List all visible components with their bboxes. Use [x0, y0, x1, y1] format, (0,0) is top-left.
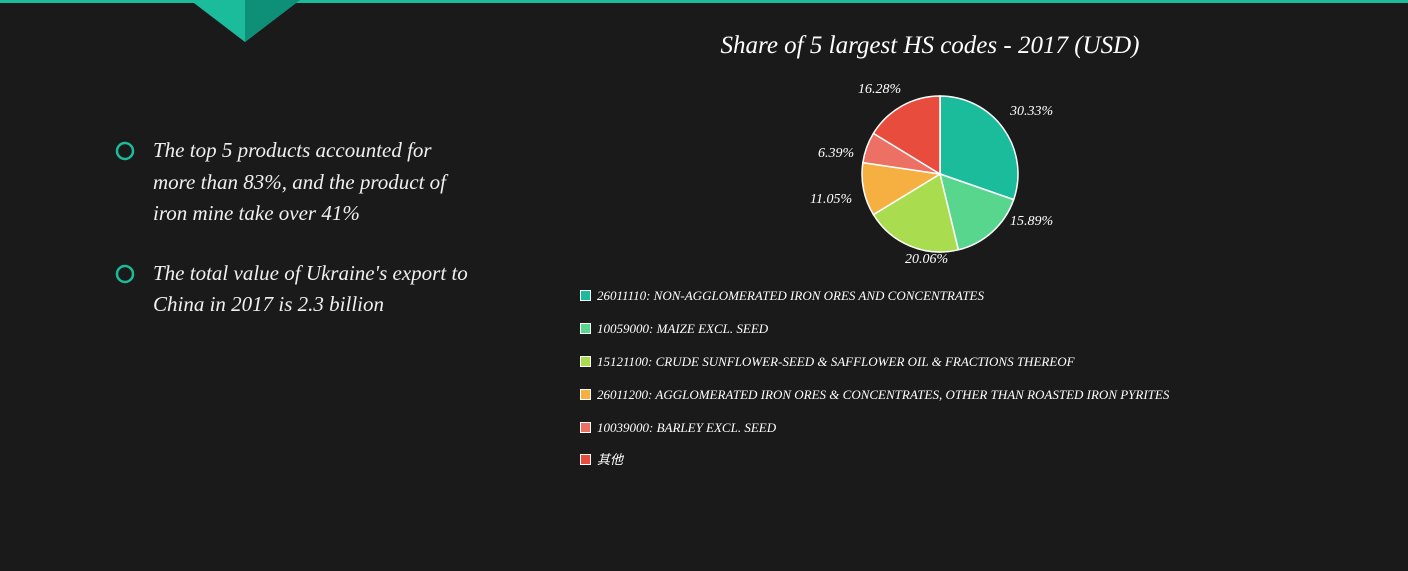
- bullet-marker-icon: [115, 264, 135, 289]
- bullet-list: The top 5 products accounted for more th…: [115, 135, 475, 349]
- pie-slice-label: 16.28%: [858, 82, 901, 98]
- pie-slice-label: 15.89%: [1010, 214, 1053, 230]
- pie-slice-label: 20.06%: [905, 252, 948, 268]
- bullet-text: The top 5 products accounted for more th…: [153, 135, 475, 230]
- legend-label: 15121100: CRUDE SUNFLOWER-SEED & SAFFLOW…: [597, 354, 1320, 371]
- bullet-text: The total value of Ukraine's export to C…: [153, 258, 475, 321]
- legend-item: 15121100: CRUDE SUNFLOWER-SEED & SAFFLOW…: [580, 354, 1320, 371]
- legend-label: 其他: [597, 452, 1320, 469]
- bullet-item: The total value of Ukraine's export to C…: [115, 258, 475, 321]
- legend-item: 其他: [580, 452, 1320, 469]
- chart-legend: 26011110: NON-AGGLOMERATED IRON ORES AND…: [580, 288, 1320, 469]
- legend-label: 26011200: AGGLOMERATED IRON ORES & CONCE…: [597, 387, 1320, 404]
- chart-title: Share of 5 largest HS codes - 2017 (USD): [620, 32, 1240, 60]
- legend-swatch-icon: [580, 356, 591, 367]
- legend-item: 10059000: MAIZE EXCL. SEED: [580, 321, 1320, 338]
- legend-item: 26011200: AGGLOMERATED IRON ORES & CONCE…: [580, 387, 1320, 404]
- pie-svg: [770, 74, 1110, 274]
- pie-slice-label: 6.39%: [818, 146, 854, 162]
- bullet-marker-icon: [115, 141, 135, 166]
- legend-swatch-icon: [580, 323, 591, 334]
- pie-slice-label: 30.33%: [1010, 104, 1053, 120]
- legend-swatch-icon: [580, 422, 591, 433]
- legend-item: 26011110: NON-AGGLOMERATED IRON ORES AND…: [580, 288, 1320, 305]
- legend-swatch-icon: [580, 454, 591, 465]
- pie-chart-area: Share of 5 largest HS codes - 2017 (USD)…: [580, 32, 1360, 485]
- pie-slice-label: 11.05%: [810, 192, 852, 208]
- pie-chart: 30.33% 15.89% 20.06% 11.05% 6.39% 16.28%: [770, 74, 1110, 274]
- legend-item: 10039000: BARLEY EXCL. SEED: [580, 420, 1320, 437]
- legend-label: 10039000: BARLEY EXCL. SEED: [597, 420, 1320, 437]
- bullet-item: The top 5 products accounted for more th…: [115, 135, 475, 230]
- legend-swatch-icon: [580, 290, 591, 301]
- legend-label: 10059000: MAIZE EXCL. SEED: [597, 321, 1320, 338]
- legend-label: 26011110: NON-AGGLOMERATED IRON ORES AND…: [597, 288, 1320, 305]
- legend-swatch-icon: [580, 389, 591, 400]
